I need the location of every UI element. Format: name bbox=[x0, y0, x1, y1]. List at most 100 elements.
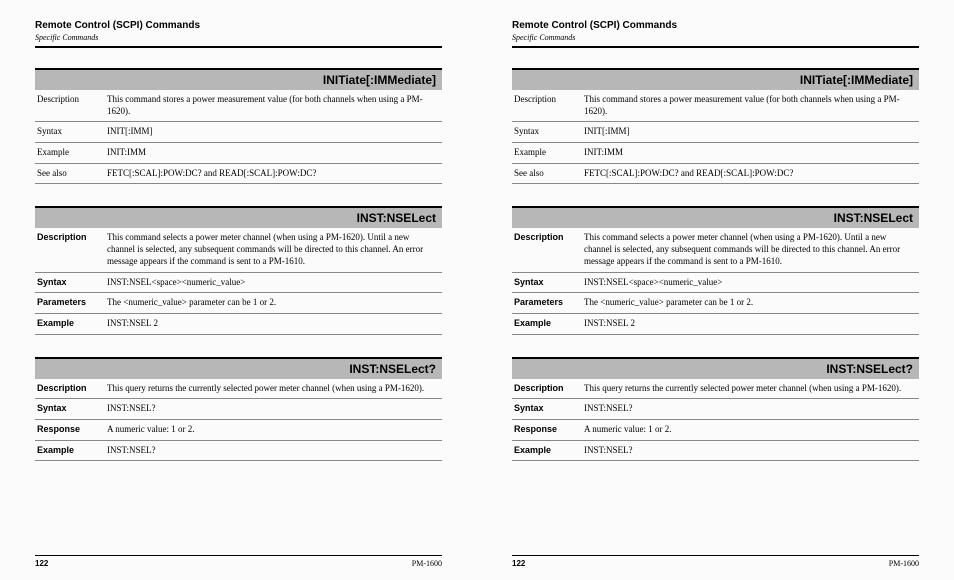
command-table: DescriptionThis query returns the curren… bbox=[512, 379, 919, 462]
row-value: FETC[:SCAL]:POW:DC? and READ[:SCAL]:POW:… bbox=[582, 163, 919, 184]
row-label: Description bbox=[512, 90, 582, 122]
row-value: This command stores a power measurement … bbox=[582, 90, 919, 122]
table-row: DescriptionThis command selects a power … bbox=[512, 228, 919, 272]
command-block: INITiate[:IMMediate]DescriptionThis comm… bbox=[512, 68, 919, 184]
row-label: Parameters bbox=[35, 293, 105, 314]
row-label: Description bbox=[512, 379, 582, 399]
row-label: Example bbox=[35, 143, 105, 164]
page-header: Remote Control (SCPI) Commands Specific C… bbox=[512, 20, 919, 48]
command-table: DescriptionThis command selects a power … bbox=[512, 228, 919, 334]
table-row: ExampleINST:NSEL? bbox=[35, 440, 442, 461]
row-value: This query returns the currently selecte… bbox=[582, 379, 919, 399]
table-row: ExampleINST:NSEL 2 bbox=[512, 313, 919, 334]
row-label: Example bbox=[512, 440, 582, 461]
row-label: Syntax bbox=[512, 399, 582, 420]
page-number: 122 bbox=[35, 559, 48, 568]
row-value: This query returns the currently selecte… bbox=[105, 379, 442, 399]
table-row: SyntaxINIT[:IMM] bbox=[35, 122, 442, 143]
command-table: DescriptionThis command selects a power … bbox=[35, 228, 442, 334]
header-subtitle: Specific Commands bbox=[35, 33, 442, 42]
row-label: Example bbox=[35, 440, 105, 461]
command-block: INST:NSELect?DescriptionThis query retur… bbox=[35, 357, 442, 462]
row-value: This command selects a power meter chann… bbox=[582, 228, 919, 272]
row-label: Description bbox=[35, 379, 105, 399]
table-row: ExampleINIT:IMM bbox=[35, 143, 442, 164]
row-value: INST:NSEL? bbox=[582, 440, 919, 461]
row-value: This command stores a power measurement … bbox=[105, 90, 442, 122]
row-label: Response bbox=[35, 419, 105, 440]
row-value: FETC[:SCAL]:POW:DC? and READ[:SCAL]:POW:… bbox=[105, 163, 442, 184]
page-left: Remote Control (SCPI) Commands Specific C… bbox=[0, 0, 477, 580]
table-row: SyntaxINST:NSEL? bbox=[35, 399, 442, 420]
row-label: Syntax bbox=[512, 272, 582, 293]
page-footer: 122 PM-1600 bbox=[512, 555, 919, 568]
row-label: Example bbox=[35, 313, 105, 334]
table-row: SyntaxINST:NSEL<space><numeric_value> bbox=[35, 272, 442, 293]
header-title: Remote Control (SCPI) Commands bbox=[35, 20, 442, 31]
row-value: A numeric value: 1 or 2. bbox=[582, 419, 919, 440]
row-value: INST:NSEL<space><numeric_value> bbox=[582, 272, 919, 293]
page-footer: 122 PM-1600 bbox=[35, 555, 442, 568]
row-value: This command selects a power meter chann… bbox=[105, 228, 442, 272]
table-row: ParametersThe <numeric_value> parameter … bbox=[35, 293, 442, 314]
table-row: ResponseA numeric value: 1 or 2. bbox=[35, 419, 442, 440]
command-block: INST:NSELectDescriptionThis command sele… bbox=[35, 206, 442, 334]
row-label: Example bbox=[512, 143, 582, 164]
command-table: DescriptionThis query returns the curren… bbox=[35, 379, 442, 462]
row-value: A numeric value: 1 or 2. bbox=[105, 419, 442, 440]
row-value: INST:NSEL? bbox=[105, 440, 442, 461]
command-title: INITiate[:IMMediate] bbox=[512, 68, 919, 90]
row-label: Syntax bbox=[35, 399, 105, 420]
row-label: Syntax bbox=[35, 272, 105, 293]
page-header: Remote Control (SCPI) Commands Specific C… bbox=[35, 20, 442, 48]
header-title: Remote Control (SCPI) Commands bbox=[512, 20, 919, 31]
table-row: DescriptionThis command stores a power m… bbox=[35, 90, 442, 122]
row-label: Description bbox=[35, 228, 105, 272]
row-value: INST:NSEL? bbox=[105, 399, 442, 420]
row-label: Syntax bbox=[512, 122, 582, 143]
table-row: DescriptionThis command selects a power … bbox=[35, 228, 442, 272]
command-title: INST:NSELect bbox=[512, 206, 919, 228]
table-row: SyntaxINST:NSEL? bbox=[512, 399, 919, 420]
row-value: The <numeric_value> parameter can be 1 o… bbox=[105, 293, 442, 314]
row-value: INST:NSEL 2 bbox=[582, 313, 919, 334]
command-table: DescriptionThis command stores a power m… bbox=[512, 90, 919, 184]
table-row: See alsoFETC[:SCAL]:POW:DC? and READ[:SC… bbox=[512, 163, 919, 184]
product-code: PM-1600 bbox=[889, 559, 919, 568]
table-row: SyntaxINIT[:IMM] bbox=[512, 122, 919, 143]
row-label: See also bbox=[35, 163, 105, 184]
table-row: ParametersThe <numeric_value> parameter … bbox=[512, 293, 919, 314]
table-row: ExampleINST:NSEL 2 bbox=[35, 313, 442, 334]
command-title: INST:NSELect? bbox=[35, 357, 442, 379]
table-row: SyntaxINST:NSEL<space><numeric_value> bbox=[512, 272, 919, 293]
row-label: Description bbox=[35, 90, 105, 122]
row-value: INIT[:IMM] bbox=[105, 122, 442, 143]
row-value: The <numeric_value> parameter can be 1 o… bbox=[582, 293, 919, 314]
table-row: ResponseA numeric value: 1 or 2. bbox=[512, 419, 919, 440]
row-label: Example bbox=[512, 313, 582, 334]
table-row: DescriptionThis command stores a power m… bbox=[512, 90, 919, 122]
page-number: 122 bbox=[512, 559, 525, 568]
command-block: INITiate[:IMMediate]DescriptionThis comm… bbox=[35, 68, 442, 184]
row-value: INST:NSEL 2 bbox=[105, 313, 442, 334]
row-value: INIT:IMM bbox=[105, 143, 442, 164]
command-title: INST:NSELect bbox=[35, 206, 442, 228]
command-title: INITiate[:IMMediate] bbox=[35, 68, 442, 90]
header-subtitle: Specific Commands bbox=[512, 33, 919, 42]
command-title: INST:NSELect? bbox=[512, 357, 919, 379]
row-label: Parameters bbox=[512, 293, 582, 314]
table-row: DescriptionThis query returns the curren… bbox=[35, 379, 442, 399]
product-code: PM-1600 bbox=[412, 559, 442, 568]
command-table: DescriptionThis command stores a power m… bbox=[35, 90, 442, 184]
table-row: ExampleINST:NSEL? bbox=[512, 440, 919, 461]
row-value: INST:NSEL<space><numeric_value> bbox=[105, 272, 442, 293]
table-row: See alsoFETC[:SCAL]:POW:DC? and READ[:SC… bbox=[35, 163, 442, 184]
command-block: INST:NSELect?DescriptionThis query retur… bbox=[512, 357, 919, 462]
row-label: Description bbox=[512, 228, 582, 272]
row-label: See also bbox=[512, 163, 582, 184]
row-value: INIT:IMM bbox=[582, 143, 919, 164]
table-row: ExampleINIT:IMM bbox=[512, 143, 919, 164]
row-value: INIT[:IMM] bbox=[582, 122, 919, 143]
command-block: INST:NSELectDescriptionThis command sele… bbox=[512, 206, 919, 334]
row-label: Syntax bbox=[35, 122, 105, 143]
